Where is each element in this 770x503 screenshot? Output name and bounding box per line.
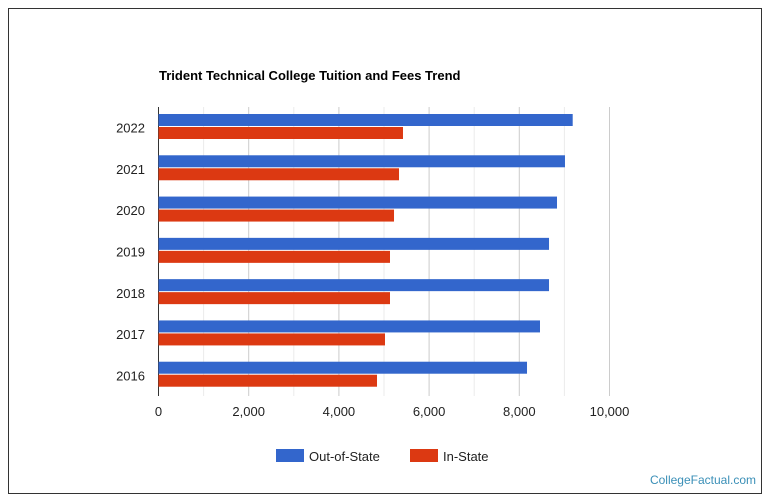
bar-in-state-2022: [158, 127, 403, 139]
bar-out-of-state-2017: [158, 320, 541, 333]
chart-title: Trident Technical College Tuition and Fe…: [159, 68, 461, 83]
y-tick-label: 2019: [116, 245, 145, 260]
bar-out-of-state-2018: [158, 279, 550, 292]
bar-out-of-state-2016: [158, 361, 528, 374]
x-tick-label: 6,000: [413, 404, 446, 419]
bar-in-state-2019: [158, 250, 390, 263]
x-tick-label: 8,000: [503, 404, 536, 419]
y-tick-label: 2017: [116, 327, 145, 342]
y-tick-label: 2022: [116, 121, 145, 136]
x-tick-label: 2,000: [232, 404, 265, 419]
legend-swatch: [276, 449, 304, 462]
bar-out-of-state-2019: [158, 237, 550, 250]
y-tick-label: 2018: [116, 286, 145, 301]
legend-label: In-State: [443, 449, 489, 464]
legend-swatch: [410, 449, 438, 462]
legend-label: Out-of-State: [309, 449, 380, 464]
y-tick-label: 2021: [116, 162, 145, 177]
bar-in-state-2017: [158, 333, 385, 346]
bar-in-state-2018: [158, 292, 390, 305]
bar-out-of-state-2020: [158, 196, 558, 209]
x-tick-label: 4,000: [323, 404, 356, 419]
bar-in-state-2016: [158, 374, 378, 387]
x-tick-label: 0: [155, 404, 162, 419]
x-tick-label: 10,000: [590, 404, 630, 419]
y-tick-label: 2016: [116, 368, 145, 383]
y-tick-label: 2020: [116, 203, 145, 218]
credit-link[interactable]: CollegeFactual.com: [649, 473, 756, 487]
bar-out-of-state-2021: [158, 155, 565, 168]
bar-in-state-2020: [158, 209, 395, 222]
bar-in-state-2021: [158, 168, 400, 181]
bar-out-of-state-2022: [158, 114, 573, 126]
